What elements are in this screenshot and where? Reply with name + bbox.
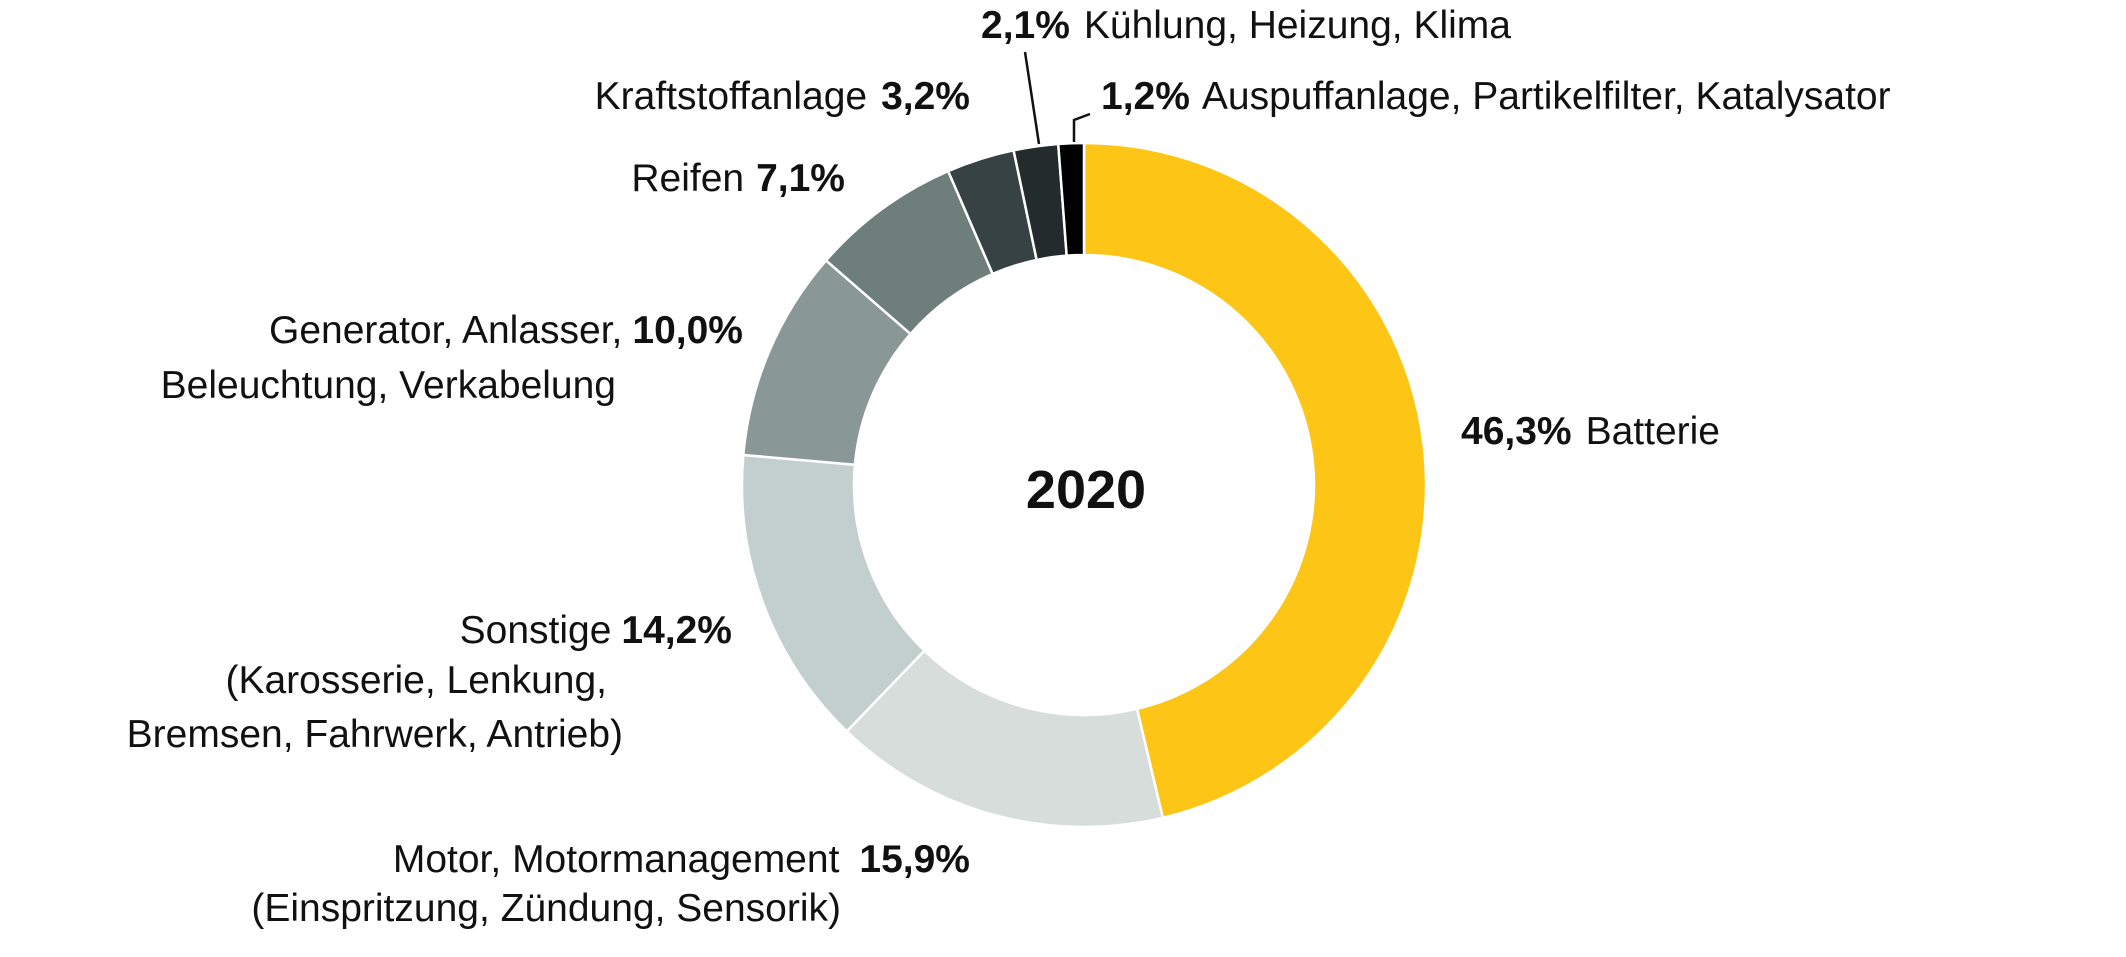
label-motor-pct: 15,9% [859, 838, 970, 881]
label-reifen: Reifen 7,1% [631, 157, 845, 200]
leader-line-kuehlung [1023, 51, 1041, 145]
label-sonstige-text: Sonstige [460, 609, 612, 652]
label-motor-text: Motor, Motormanagement [393, 838, 840, 881]
donut-slices [740, 141, 1428, 829]
label-batterie: 46,3% Batterie [1461, 410, 1720, 453]
label-sonstige-pct: 14,2% [621, 609, 732, 652]
donut-slice-8 [1056, 141, 1086, 257]
label-kraftstoff-text: Kraftstoffanlage [595, 75, 867, 118]
label-sonstige-line1: Sonstige 14,2% [460, 609, 732, 652]
label-batterie-text: Batterie [1586, 410, 1720, 453]
label-kuehlung: 2,1% Kühlung, Heizung, Klima [981, 4, 1511, 47]
donut-slice-1 [1082, 141, 1428, 820]
label-generator-text: Generator, Anlasser, [269, 309, 622, 352]
label-sonstige-line3: Bremsen, Fahrwerk, Antrieb) [127, 713, 623, 756]
label-auspuff-text: Auspuffanlage, Partikelfilter, Katalysat… [1202, 75, 1891, 118]
label-motor-line2: (Einspritzung, Zündung, Sensorik) [251, 887, 841, 930]
label-kraftstoff-pct: 3,2% [881, 75, 970, 118]
label-kuehlung-text: Kühlung, Heizung, Klima [1084, 4, 1511, 47]
center-label: 2020 [1026, 460, 1146, 520]
label-batterie-pct: 46,3% [1461, 410, 1572, 453]
label-generator-line2: Beleuchtung, Verkabelung [161, 364, 616, 407]
label-kraftstoff: Kraftstoffanlage 3,2% [595, 75, 970, 118]
label-reifen-text: Reifen [631, 157, 744, 200]
label-motor-line1: Motor, Motormanagement 15,9% [393, 838, 970, 881]
label-kuehlung-pct: 2,1% [981, 4, 1070, 47]
leader-line-auspuff [1072, 112, 1091, 142]
label-sonstige-line2: (Karosserie, Lenkung, [225, 659, 607, 702]
label-generator-pct: 10,0% [632, 309, 743, 352]
label-reifen-pct: 7,1% [756, 157, 845, 200]
label-auspuff-pct: 1,2% [1101, 75, 1190, 118]
label-generator-line1: Generator, Anlasser, 10,0% [269, 309, 743, 352]
label-auspuff: 1,2% Auspuffanlage, Partikelfilter, Katal… [1101, 75, 1891, 118]
